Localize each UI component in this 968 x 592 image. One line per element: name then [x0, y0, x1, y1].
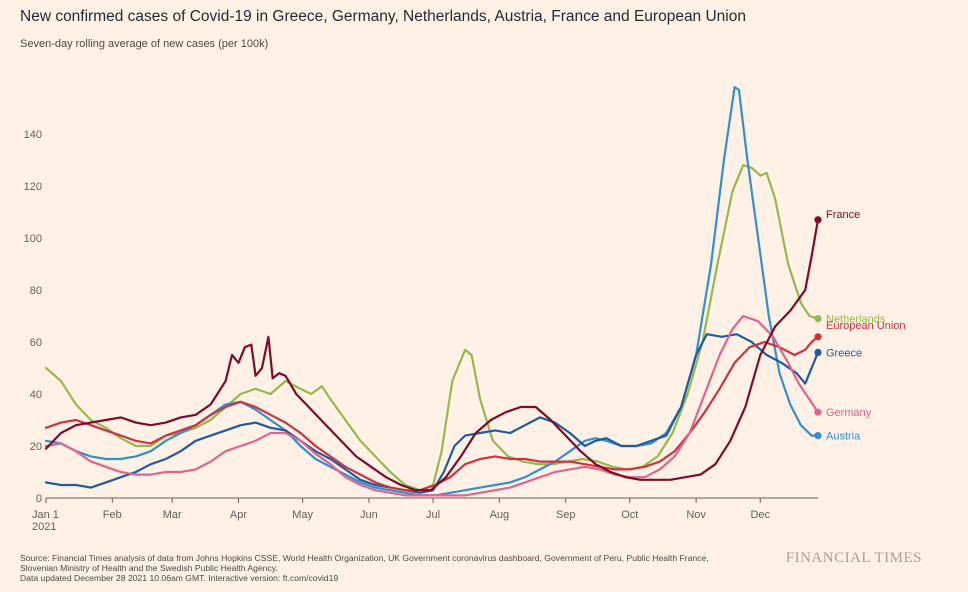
update-note: Data updated December 28 2021 10.06am GM… — [20, 573, 339, 584]
y-tick-label: 20 — [30, 441, 42, 453]
series-end-dot-austria — [814, 432, 822, 440]
series-end-dot-greece — [814, 348, 822, 356]
series-label-greece: Greece — [826, 347, 862, 359]
y-tick-label: 140 — [24, 129, 42, 141]
x-tick-label: Feb — [103, 509, 122, 521]
series-end-dot-european-union — [814, 333, 822, 341]
source-note-line-1: Source: Financial Times analysis of data… — [20, 553, 709, 563]
x-tick-year-label: 2021 — [32, 521, 56, 533]
series-line-germany — [44, 314, 820, 497]
y-tick-label: 80 — [30, 285, 42, 297]
chart-title: New confirmed cases of Covid-19 in Greec… — [20, 8, 746, 25]
y-tick-label: 40 — [30, 389, 42, 401]
series-label-france: France — [826, 209, 860, 221]
y-tick-label: 0 — [36, 493, 42, 505]
x-tick-label: Mar — [163, 509, 182, 521]
source-note-line-2: Slovenian Ministry of Health and the Swe… — [20, 563, 278, 574]
brand-logo: FINANCIAL TIMES — [785, 550, 922, 566]
series-line-netherlands — [44, 164, 820, 492]
series-label-austria: Austria — [826, 431, 861, 443]
series-label-germany: Germany — [826, 407, 872, 419]
x-tick-label: Jan 1 — [32, 509, 59, 521]
x-tick-label: Jul — [426, 509, 440, 521]
x-tick-label: Nov — [686, 509, 706, 521]
chart-footer: Source: Financial Times analysis of data… — [20, 553, 709, 584]
x-tick-label: Sep — [556, 509, 576, 521]
x-tick-label: Dec — [750, 509, 770, 521]
series-layer — [44, 86, 822, 497]
series-label-european-union: European Union — [826, 320, 906, 332]
x-tick-label: Oct — [621, 509, 638, 521]
chart-subtitle: Seven-day rolling average of new cases (… — [20, 38, 269, 50]
series-line-greece — [44, 333, 820, 494]
series-end-dot-france — [814, 216, 822, 224]
series-label-netherlands: Netherlands — [826, 314, 886, 326]
series-line-austria — [44, 86, 820, 497]
y-tick-label: 100 — [24, 233, 42, 245]
x-tick-label: Jun — [360, 509, 378, 521]
series-end-dot-netherlands — [814, 315, 822, 323]
series-line-france — [44, 218, 820, 492]
series-end-dot-germany — [814, 408, 822, 416]
x-tick-label: Apr — [230, 509, 247, 521]
x-tick-label: Aug — [490, 509, 510, 521]
y-tick-label: 60 — [30, 337, 42, 349]
y-tick-label: 120 — [24, 181, 42, 193]
x-tick-label: May — [292, 509, 313, 521]
series-line-european-union — [44, 335, 820, 492]
series-label-layer: Netherlands Austria Greece European Union Ge… — [826, 209, 906, 443]
